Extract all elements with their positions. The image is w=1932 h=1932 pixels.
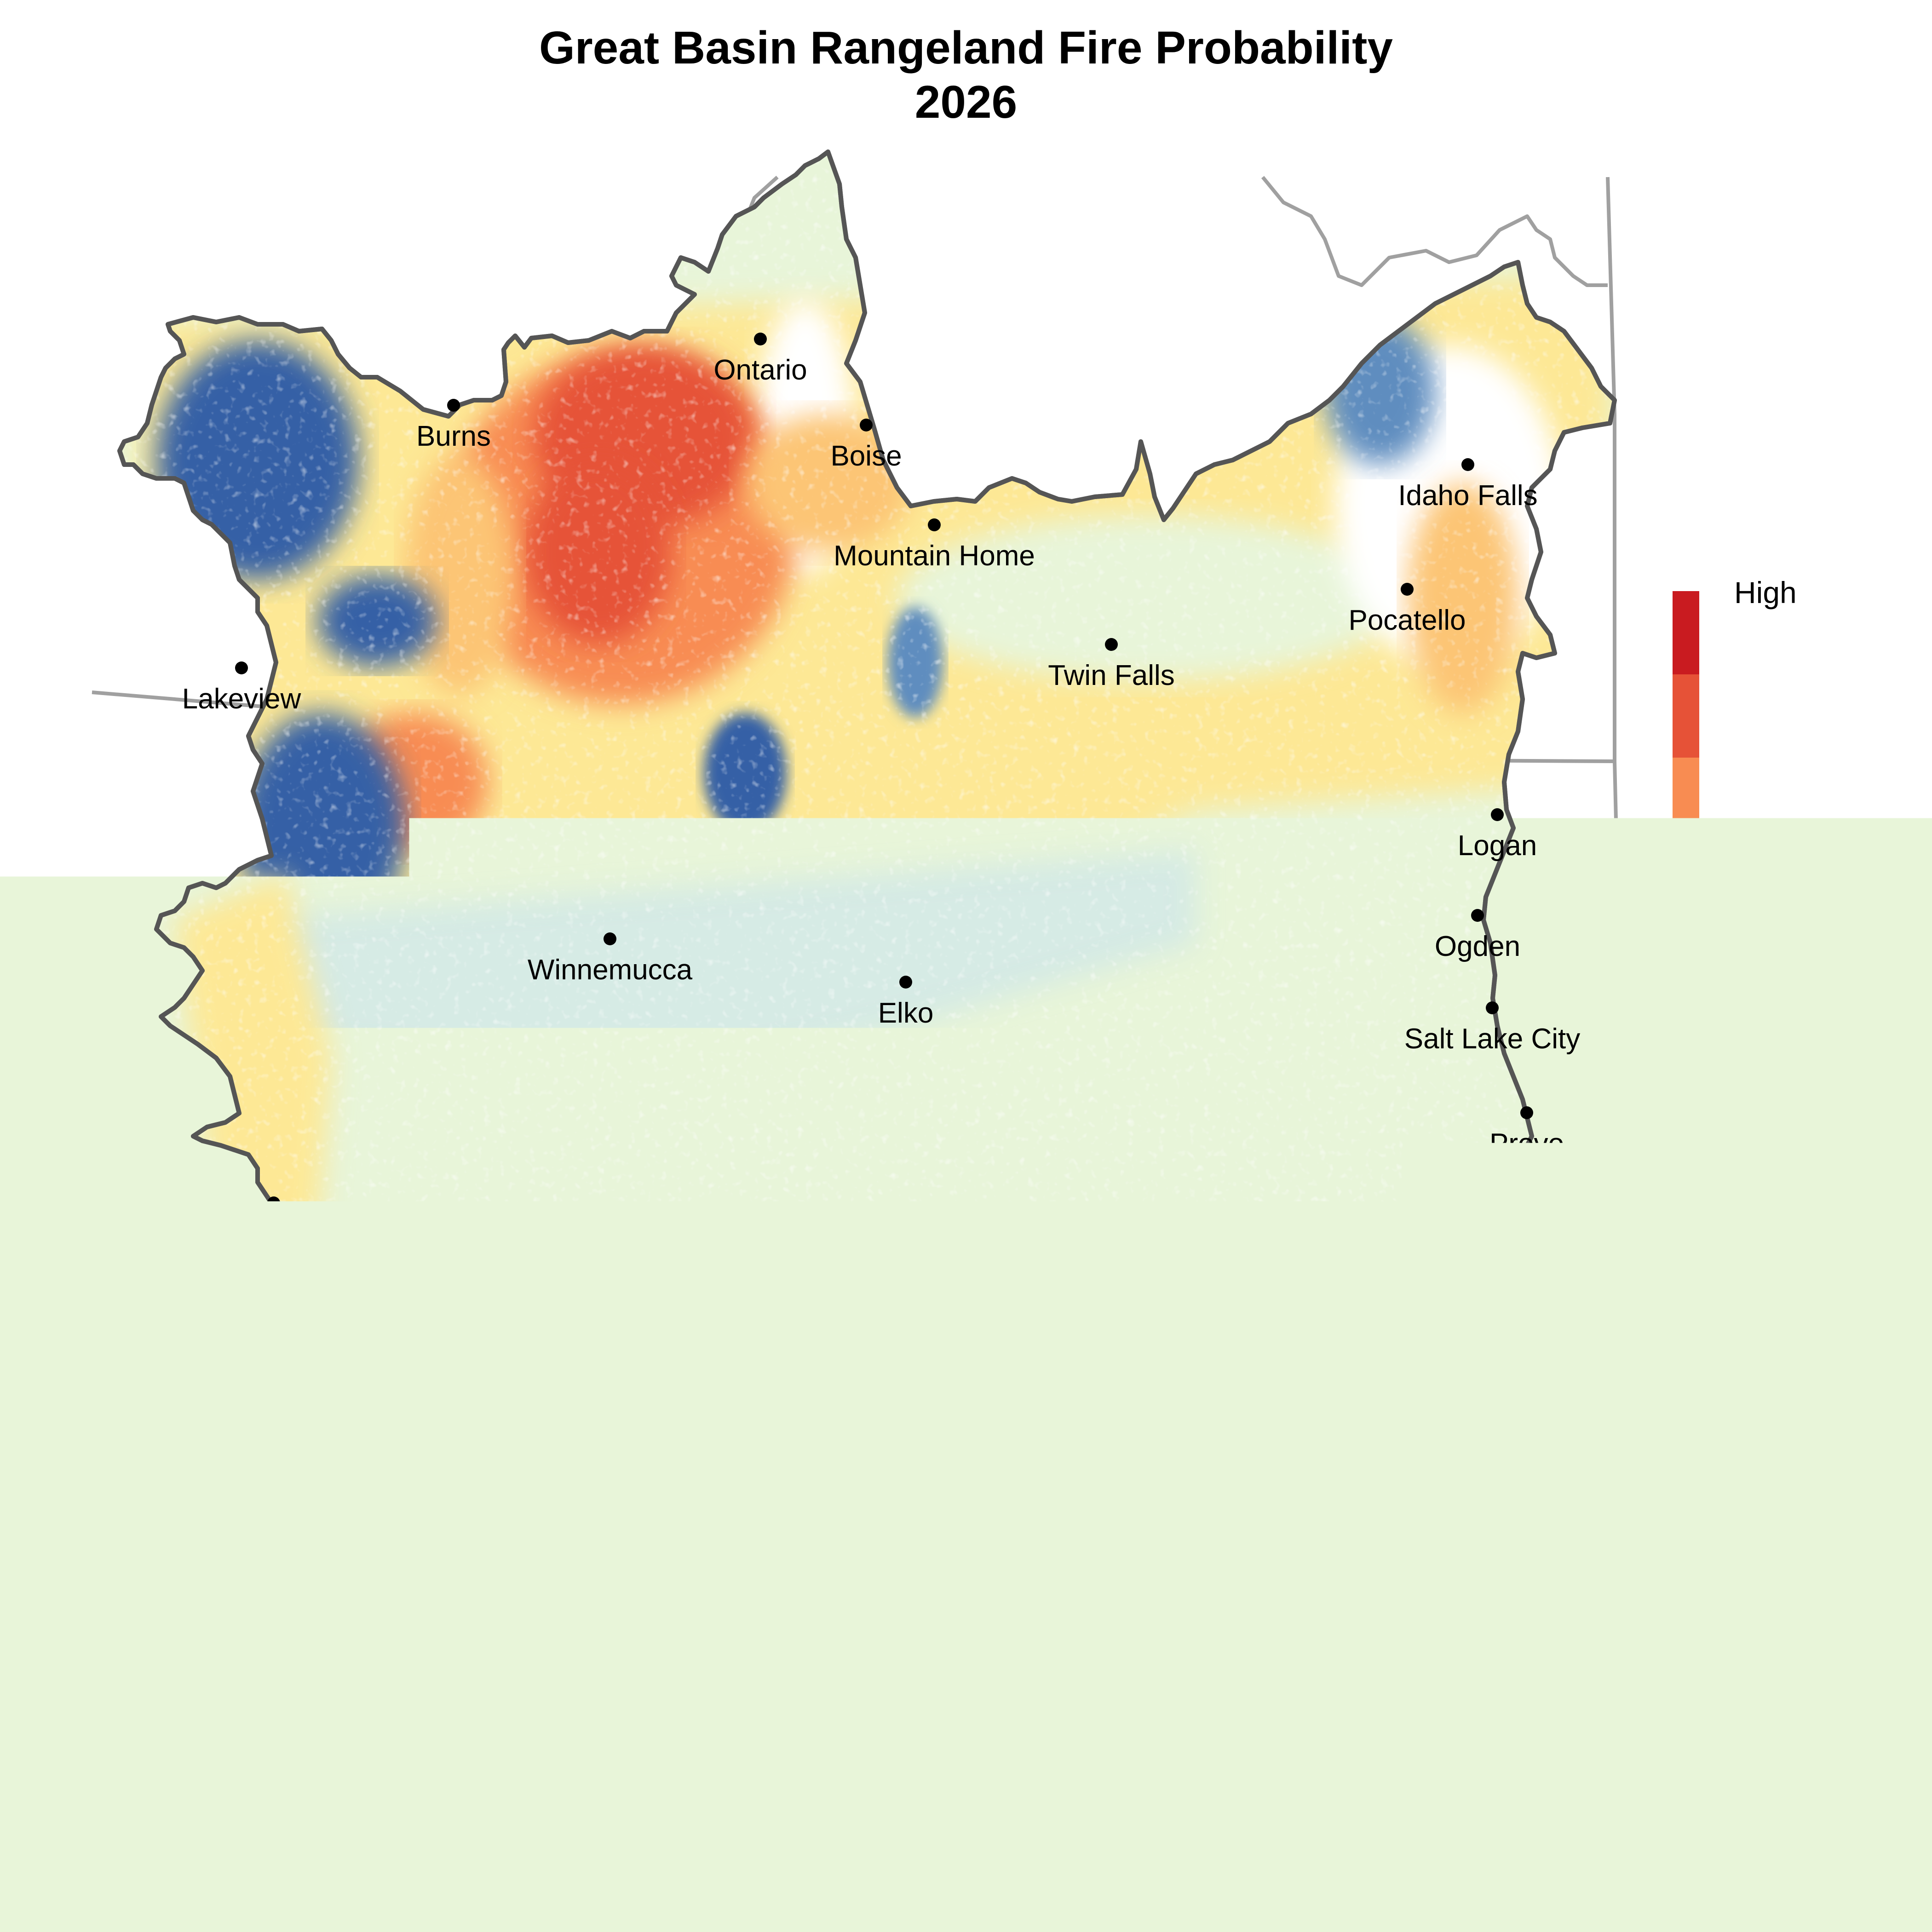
city-label: Mountain Home xyxy=(834,540,1035,572)
fire-probability-raster xyxy=(0,0,1932,1932)
legend-swatch xyxy=(1673,1007,1699,1091)
utah-arizona-border xyxy=(1150,1753,1647,1757)
city-label: Provo xyxy=(1489,1128,1564,1160)
utah-wyoming-border xyxy=(1615,761,1647,957)
map-canvas: Ontario Burns Boise Idaho Falls Mountain Hom… xyxy=(0,0,1932,1932)
city-dot-icon xyxy=(754,333,767,345)
city-label: Boise xyxy=(830,440,902,472)
city-dot-icon xyxy=(928,518,941,531)
idaho-wyoming-border xyxy=(1608,177,1615,761)
city-dot-icon xyxy=(1491,808,1504,821)
city-dot-icon xyxy=(1461,458,1474,471)
city-label: Twin Falls xyxy=(1048,660,1175,691)
city-label: Pocatello xyxy=(1348,604,1466,636)
legend-colorbar xyxy=(1673,591,1699,1424)
city-label: Ogden xyxy=(1435,931,1520,962)
city-dot-icon xyxy=(235,661,248,674)
city-dot-icon xyxy=(1401,583,1414,596)
legend-swatch xyxy=(1673,1257,1699,1340)
city-dot-icon xyxy=(1471,909,1484,922)
idaho-montana-border xyxy=(1263,177,1608,285)
city-dot-icon xyxy=(899,976,912,989)
legend-swatch xyxy=(1673,591,1699,674)
city-label: Lakeview xyxy=(182,683,301,715)
city-label: Idaho Falls xyxy=(1398,480,1537,512)
city-dot-icon xyxy=(860,419,873,431)
city-dot-icon xyxy=(454,1642,467,1655)
city-dot-icon xyxy=(1486,1001,1499,1014)
legend-swatch xyxy=(1673,924,1699,1007)
city-dot-icon xyxy=(604,932,616,945)
city-label: Bishop xyxy=(417,1664,505,1696)
city-dot-icon xyxy=(1301,1611,1314,1624)
city-label: Burns xyxy=(416,420,491,452)
city-dot-icon xyxy=(1105,638,1118,651)
legend-swatch xyxy=(1673,1174,1699,1257)
city-label: Salt Lake City xyxy=(1404,1023,1581,1055)
city-label: Winnemucca xyxy=(528,954,693,986)
city-dot-icon xyxy=(648,1515,661,1528)
legend-swatch xyxy=(1673,758,1699,841)
legend-swatch xyxy=(1673,841,1699,924)
legend-swatch xyxy=(1673,1340,1699,1424)
city-label: Elko xyxy=(878,997,934,1029)
city-dot-icon xyxy=(267,1196,280,1209)
legend-swatch xyxy=(1673,674,1699,758)
city-label: Reno xyxy=(240,1218,308,1250)
city-label: Tonopah xyxy=(600,1537,709,1569)
city-label: Logan xyxy=(1458,830,1537,862)
city-label: Ontario xyxy=(713,354,807,386)
legend-label-moderate: Moderate xyxy=(1734,991,1863,1026)
legend-swatch xyxy=(1673,1091,1699,1174)
city-dot-icon xyxy=(1520,1106,1533,1119)
legend-label-low: Low xyxy=(1734,1409,1790,1444)
city-dot-icon xyxy=(447,399,460,412)
city-label: Cedar City xyxy=(1240,1633,1375,1665)
legend-label-high: High xyxy=(1734,575,1797,610)
